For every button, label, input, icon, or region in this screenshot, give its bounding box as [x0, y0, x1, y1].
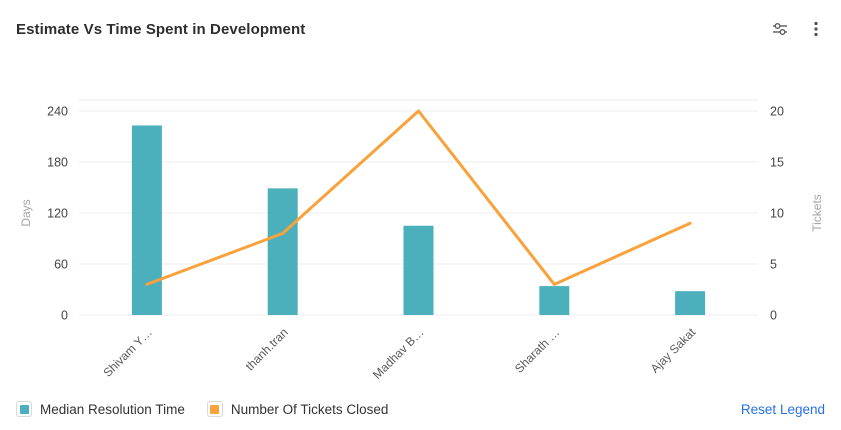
x-axis-label: Shivam Y…: [100, 325, 155, 380]
x-axis-label: Sharath …: [512, 325, 562, 375]
legend-item-number-of-tickets-closed[interactable]: Number Of Tickets Closed: [206, 401, 389, 417]
x-axis-label: Ajay Sakat: [648, 325, 699, 376]
legend-label: Median Resolution Time: [40, 401, 185, 417]
header-icons: [769, 18, 827, 40]
kebab-menu-icon[interactable]: [805, 18, 827, 40]
card-header: Estimate Vs Time Spent in Development: [16, 18, 827, 40]
line-series-Number Of Tickets Closed[interactable]: [145, 109, 692, 286]
left-axis-title: Days: [19, 199, 33, 226]
left-axis-tick: 180: [47, 156, 68, 170]
left-axis-tick: 120: [47, 207, 68, 221]
sliders-icon[interactable]: [769, 18, 791, 40]
chart-legend: Median Resolution Time Number Of Tickets…: [16, 400, 825, 418]
right-axis-tick: 10: [770, 207, 784, 221]
left-axis-tick: 0: [61, 309, 68, 323]
right-axis-tick: 15: [770, 156, 784, 170]
bar-Sharath …[interactable]: [539, 286, 570, 315]
bar-Madhav B…[interactable]: [403, 225, 434, 315]
page-title: Estimate Vs Time Spent in Development: [16, 20, 306, 38]
combo-chart: 0 60 120 180 240 0 5 10 15 20 Days Tickets Shivam Y……: [19, 99, 824, 382]
right-axis-tick: 20: [770, 105, 784, 119]
x-axis-label: thanh.tran: [243, 325, 291, 373]
legend-swatch-number-of-tickets-closed: [206, 401, 223, 417]
bar-thanh.tran[interactable]: [267, 188, 298, 315]
x-axis-label: Madhav B…: [370, 325, 427, 382]
bar-Shivam Y…[interactable]: [131, 125, 162, 315]
right-axis-title: Tickets: [810, 194, 824, 232]
left-axis-tick: 60: [54, 258, 68, 272]
reset-legend-link[interactable]: Reset Legend: [740, 401, 825, 417]
legend-swatch-median-resolution-time: [16, 401, 32, 417]
legend-item-median-resolution-time[interactable]: Median Resolution Time: [16, 401, 185, 417]
legend-label: Number Of Tickets Closed: [230, 401, 389, 417]
right-axis-tick: 0: [770, 309, 777, 323]
right-axis-tick: 5: [770, 258, 777, 272]
left-axis-tick: 240: [47, 105, 68, 119]
bar-Ajay Sakat[interactable]: [675, 291, 706, 315]
